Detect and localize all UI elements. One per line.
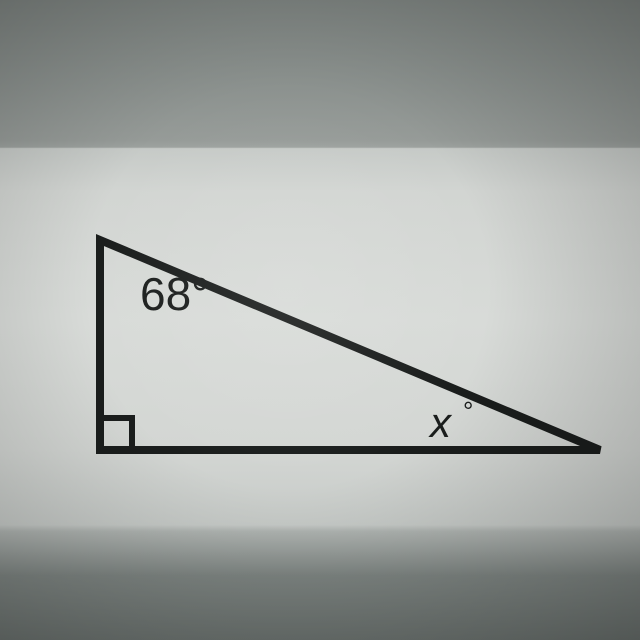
angle-label-top: 68°: [140, 268, 210, 320]
right-angle-marker: [104, 418, 132, 446]
angle-label-x: x: [428, 399, 453, 446]
screen-photo-background: 68° x °: [0, 0, 640, 640]
triangle-diagram: 68° x °: [0, 0, 640, 640]
angle-label-x-degree: °: [463, 396, 473, 426]
triangle: 68° x °: [100, 240, 600, 450]
